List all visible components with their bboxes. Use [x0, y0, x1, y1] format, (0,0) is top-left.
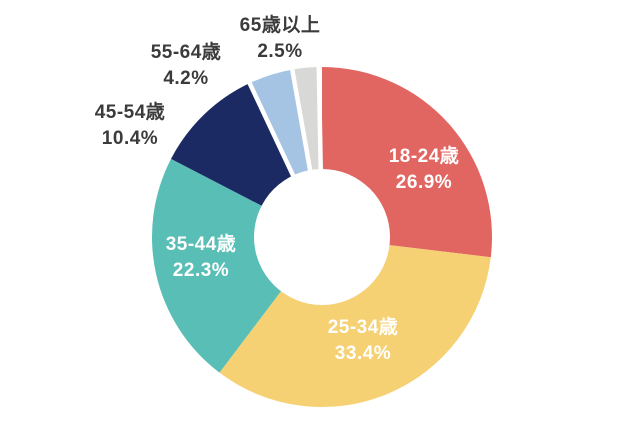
slice-label-18-24: 18-24歳 26.9%	[389, 144, 460, 196]
pie-slice-35-44歳	[151, 158, 322, 373]
slice-label-category: 35-44歳	[165, 234, 237, 255]
slice-label-percent: 2.5%	[257, 41, 303, 62]
slice-label-45-54: 45-54歳 10.4%	[95, 100, 166, 152]
slice-label-percent: 33.4%	[334, 343, 392, 364]
slice-label-percent: 26.9%	[395, 172, 453, 193]
slice-label-percent: 10.4%	[101, 128, 159, 149]
slice-label-percent: 22.3%	[172, 260, 230, 281]
donut-hole	[254, 169, 390, 305]
slice-label-category: 65歳以上	[239, 15, 321, 36]
slice-label-65-plus: 65歳以上 2.5%	[240, 13, 321, 65]
slice-label-35-44: 35-44歳 22.3%	[166, 232, 237, 284]
slice-label-category: 45-54歳	[94, 102, 166, 123]
slice-label-percent: 4.2%	[163, 68, 209, 89]
slice-label-category: 18-24歳	[388, 146, 460, 167]
slice-label-category: 25-34歳	[327, 317, 399, 338]
pie-slice-25-34歳	[219, 237, 491, 408]
slice-label-25-34: 25-34歳 33.4%	[328, 315, 399, 367]
slice-label-category: 55-64歳	[150, 42, 222, 63]
slice-label-55-64: 55-64歳 4.2%	[151, 40, 222, 92]
